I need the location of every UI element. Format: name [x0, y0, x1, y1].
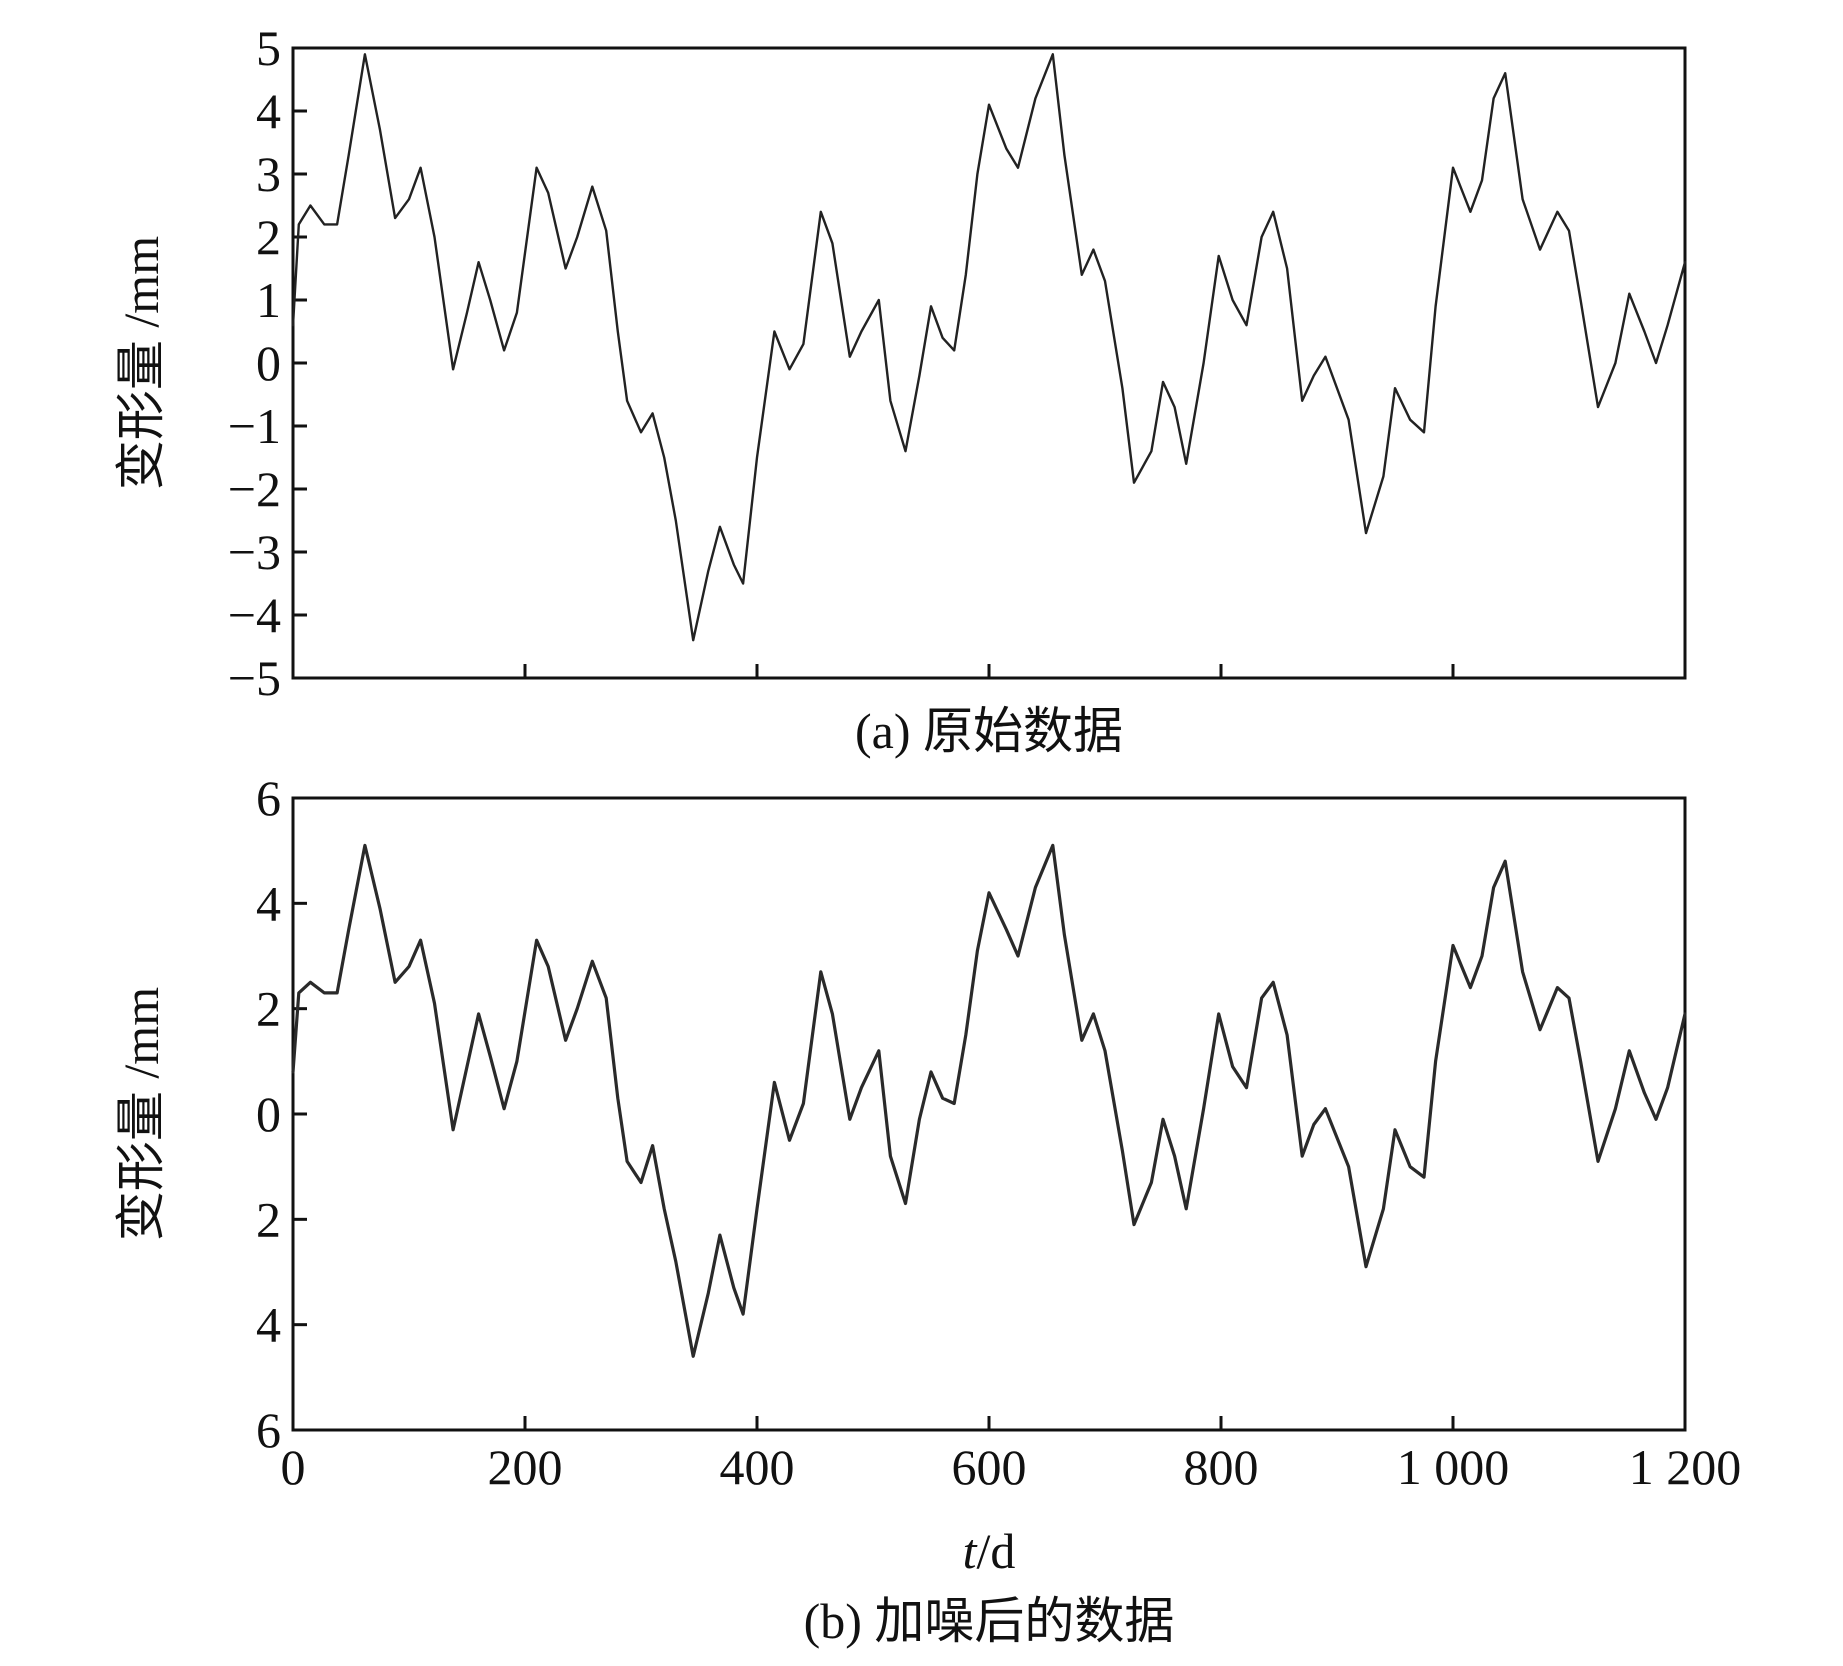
panel-a-y-tick-label: 0: [256, 335, 281, 391]
panel-b-x-tick-label: 1 000: [1397, 1439, 1510, 1495]
panel-a-y-tick-label: 3: [256, 146, 281, 202]
panel-a-caption: (a) 原始数据: [855, 703, 1123, 759]
panel-b-y-ticks: 6 4 2 0 2 4 6: [256, 770, 307, 1458]
panel-a-y-tick-label: 2: [256, 209, 281, 265]
panel-b-x-tick-label: 200: [488, 1439, 563, 1495]
panel-a-y-tick-label: −2: [228, 461, 281, 517]
panel-a-y-ticks: −5 −4 −3 −2 −1 0 1 2 3 4 5: [228, 20, 307, 706]
panel-b-y-tick-label: 4: [256, 875, 281, 931]
panel-b-series-line-0: [291, 843, 1687, 1358]
panel-b-y-axis-label: 变形量 /mm: [113, 987, 169, 1241]
panel-b-caption: (b) 加噪后的数据: [804, 1593, 1175, 1649]
panel-b-y-tick-label: 4: [256, 1297, 281, 1353]
panel-a-y-tick-label: −3: [228, 524, 281, 580]
panel-a-series: [291, 53, 1687, 642]
panel-a-y-axis-label: 变形量 /mm: [113, 236, 169, 490]
panel-b-y-tick-label: 6: [256, 1402, 281, 1458]
panel-b-x-axis-title: t/d: [963, 1523, 1016, 1579]
panel-a-series-line-0: [291, 53, 1687, 642]
panel-a-plot-frame: [291, 46, 1687, 680]
panel-b-y-tick-label: 2: [256, 1191, 281, 1247]
panel-b-x-tick-label: 0: [281, 1439, 306, 1495]
panel-b-x-tick-label: 400: [720, 1439, 795, 1495]
panel-b-series: [291, 843, 1687, 1358]
panel-b-x-ticks: 0 200 400 600 800 1 000 1 200: [281, 1416, 1742, 1495]
panel-b-y-tick-label: 6: [256, 770, 281, 826]
panel-a-y-tick-label: −4: [228, 587, 281, 643]
panel-a: 变形量 /mm (a) 原始数据 −5 −4 −3 −2 −1 0 1 2 3 4 5: [113, 20, 1687, 759]
panel-b-x-tick-label: 1 200: [1629, 1439, 1742, 1495]
panel-a-y-tick-label: −1: [228, 398, 281, 454]
panel-a-y-tick-label: −5: [228, 650, 281, 706]
panel-a-x-ticks: [291, 664, 1687, 678]
panel-b: 变形量 /mm t/d (b) 加噪后的数据 6 4 2 0 2 4 6 0 200 400 60…: [113, 770, 1741, 1649]
panel-a-y-tick-label: 1: [256, 272, 281, 328]
panel-b-x-tick-label: 600: [952, 1439, 1027, 1495]
panel-b-y-tick-label: 0: [256, 1086, 281, 1142]
panel-a-y-tick-label: 4: [256, 83, 281, 139]
panel-b-y-tick-label: 2: [256, 981, 281, 1037]
panel-a-y-tick-label: 5: [256, 20, 281, 76]
panel-b-x-tick-label: 800: [1184, 1439, 1259, 1495]
